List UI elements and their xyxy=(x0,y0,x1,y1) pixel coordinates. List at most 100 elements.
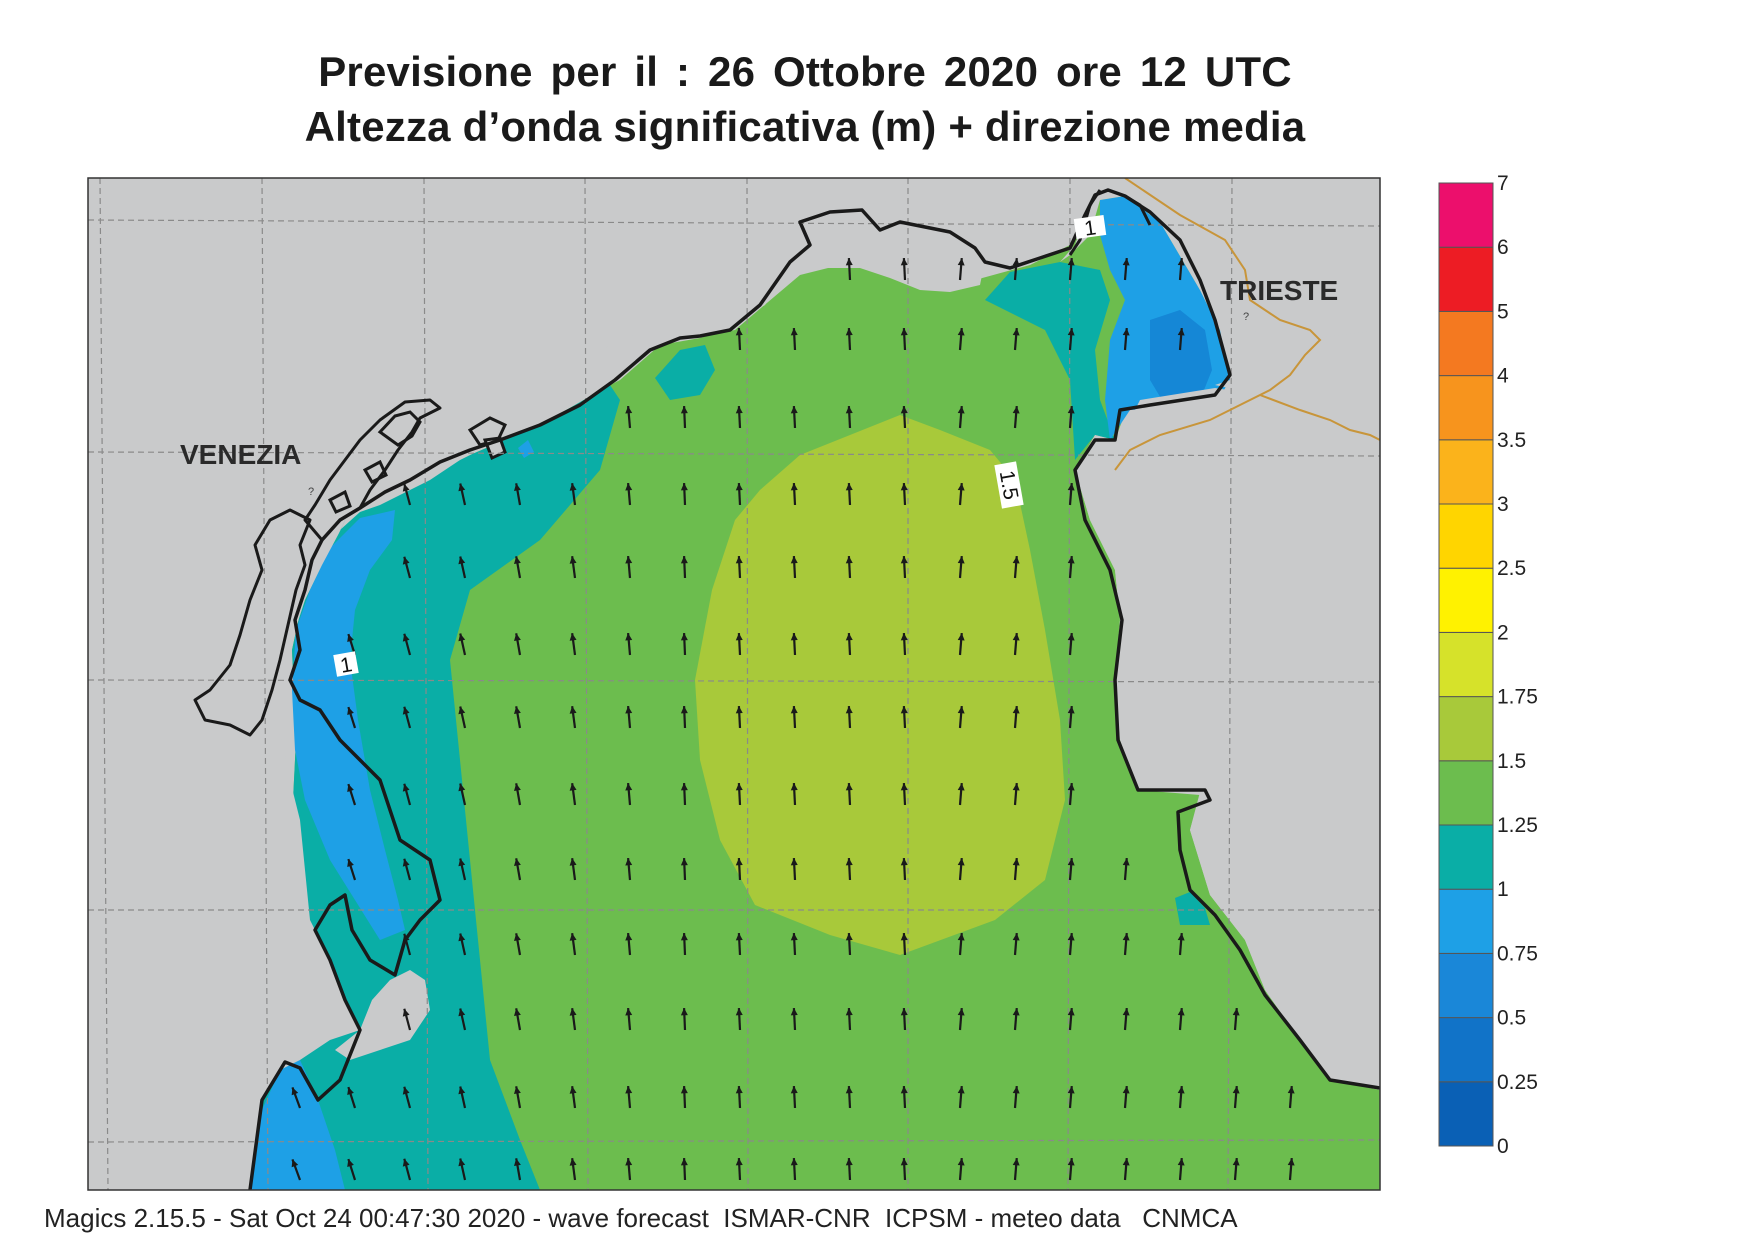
colorbar-tick-label: 0 xyxy=(1497,1135,1509,1158)
wave-arrow xyxy=(458,706,467,729)
land-istria xyxy=(1075,388,1380,1090)
contour-label-text: 1 xyxy=(1083,216,1098,240)
wave-arrow xyxy=(569,933,577,956)
wave-arrow xyxy=(1177,932,1185,956)
wave-arrow xyxy=(790,327,798,351)
wave-arrow xyxy=(458,1008,467,1031)
wave-arrow xyxy=(1012,555,1020,579)
wave-arrow xyxy=(1177,327,1185,351)
wave-arrow xyxy=(514,858,522,881)
wave-arrow xyxy=(680,1085,688,1109)
footer-credits: Magics 2.15.5 - Sat Oct 24 00:47:30 2020… xyxy=(44,1203,1238,1233)
city-marker-venezia: ? xyxy=(308,486,314,498)
wave-arrow xyxy=(1122,1007,1130,1031)
sea-blue-south xyxy=(248,1060,345,1190)
wave-arrow xyxy=(680,705,688,729)
map-frame xyxy=(87,177,1381,1191)
wave-arrow xyxy=(900,257,908,281)
wave-arrow xyxy=(514,783,522,806)
wave-arrow xyxy=(402,1158,412,1181)
wave-arrow xyxy=(957,705,965,729)
wave-arrow xyxy=(569,633,577,656)
wave-arrow xyxy=(1067,1007,1075,1031)
wave-arrow xyxy=(1067,1085,1075,1109)
colorbar-swatch xyxy=(1438,952,1494,1019)
wave-arrow xyxy=(1067,932,1075,956)
wave-arrow xyxy=(900,327,908,351)
wave-arrow xyxy=(845,857,853,881)
sea-teal-north xyxy=(985,262,1115,460)
wave-arrow xyxy=(625,405,633,429)
wave-arrow xyxy=(900,782,908,806)
wave-arrow xyxy=(402,556,412,579)
wave-arrow xyxy=(680,632,688,656)
wave-arrow xyxy=(458,1158,467,1181)
wave-arrow xyxy=(625,705,633,729)
contour-label-1-trieste: 1 xyxy=(1073,215,1107,241)
wave-arrow xyxy=(900,405,908,429)
wave-arrow xyxy=(569,1086,577,1109)
wave-arrow xyxy=(845,705,853,729)
colorbar-swatch xyxy=(1438,631,1494,698)
colorbar-tick-label: 3.5 xyxy=(1497,429,1526,452)
wave-arrow xyxy=(1067,405,1075,429)
wave-arrow xyxy=(1177,1157,1185,1181)
wave-arrow xyxy=(1232,1085,1240,1109)
wave-arrow xyxy=(458,933,467,956)
wave-arrow xyxy=(790,782,798,806)
wave-arrow xyxy=(402,633,412,656)
colorbar-swatch xyxy=(1438,567,1494,633)
wave-arrow xyxy=(790,405,798,429)
wave-arrow xyxy=(1012,1085,1020,1109)
wave-arrow xyxy=(1122,327,1130,351)
graticule xyxy=(88,178,1380,1190)
wave-arrow xyxy=(625,1157,633,1181)
land-trieste-north xyxy=(1060,178,1380,340)
wave-arrow xyxy=(1012,1157,1020,1181)
wave-arrow xyxy=(458,1086,467,1109)
wave-arrow xyxy=(1232,1007,1240,1031)
wave-arrow xyxy=(735,782,743,806)
wave-arrow xyxy=(1012,257,1020,281)
wave-arrow xyxy=(569,1008,577,1031)
wave-arrow xyxy=(1177,257,1185,281)
wave-arrow xyxy=(402,483,412,506)
wave-arrow xyxy=(402,933,412,956)
contour-label-1-venice: 1 xyxy=(333,651,359,678)
wave-arrow xyxy=(514,483,522,506)
wave-arrow xyxy=(402,858,412,881)
wave-arrow xyxy=(680,932,688,956)
wave-arrow xyxy=(957,327,965,351)
wave-arrow xyxy=(402,706,412,729)
wave-arrow xyxy=(1287,1157,1295,1181)
land-north-coast xyxy=(338,210,985,535)
wave-arrow xyxy=(735,482,743,506)
wave-arrow xyxy=(569,483,577,506)
wave-arrow xyxy=(625,1007,633,1031)
wave-arrow xyxy=(900,1157,908,1181)
wave-arrow xyxy=(790,632,798,656)
wave-arrow xyxy=(347,706,357,729)
wave-arrow xyxy=(900,857,908,881)
wave-arrow xyxy=(790,932,798,956)
variable-title: Altezza d’onda significativa (m) + direz… xyxy=(304,103,1306,150)
wave-arrow xyxy=(957,1007,965,1031)
wave-arrow xyxy=(1067,857,1075,881)
wave-arrow xyxy=(735,1085,743,1109)
lagoon-islands xyxy=(328,410,507,514)
colorbar-swatch xyxy=(1438,824,1494,890)
wave-arrow xyxy=(735,632,743,656)
wave-arrow xyxy=(680,1157,688,1181)
colorbar-swatch xyxy=(1438,375,1494,441)
colorbar-tick-label: 1.25 xyxy=(1497,814,1538,837)
wave-arrow xyxy=(1012,405,1020,429)
sea-teal-east-small xyxy=(1175,892,1210,925)
wave-arrow xyxy=(735,857,743,881)
wave-arrow xyxy=(1067,705,1075,729)
colorbar-tick-label: 2.5 xyxy=(1497,557,1526,580)
wave-arrow xyxy=(900,932,908,956)
land-venice-peninsula xyxy=(255,408,440,730)
wave-arrow xyxy=(347,1158,357,1181)
wave-arrow xyxy=(957,555,965,579)
